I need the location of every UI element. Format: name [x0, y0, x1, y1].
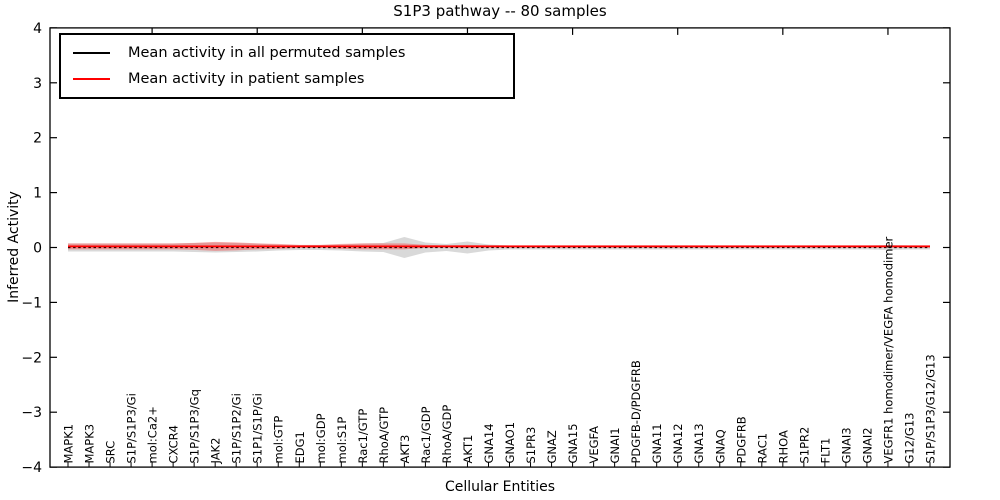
x-tick-label: GNAQ — [713, 429, 727, 463]
chart-title: S1P3 pathway -- 80 samples — [393, 2, 607, 20]
y-tick-label: −4 — [21, 460, 42, 476]
y-tick-label: 4 — [33, 21, 42, 37]
x-tick-label: PDGFB-D/PDGFRB — [629, 360, 643, 463]
legend: Mean activity in all permuted samples Me… — [59, 33, 515, 99]
x-tick-label: GNAI1 — [608, 427, 622, 463]
y-tick-label: 2 — [33, 131, 42, 147]
x-tick-label: PDGFRB — [734, 416, 748, 463]
x-tick-label: mol:GTP — [272, 416, 286, 464]
x-tick-label: G12/G13 — [902, 413, 916, 464]
x-tick-label: S1P/S1P3/Gi — [125, 393, 139, 463]
y-tick-label: −3 — [21, 405, 42, 421]
x-tick-label: Rac1/GTP — [356, 409, 370, 464]
x-tick-label: S1PR3 — [524, 427, 538, 464]
x-tick-label: MAPK3 — [83, 424, 97, 464]
x-tick-label: CXCR4 — [167, 425, 181, 463]
x-tick-label: mol:S1P — [335, 417, 349, 464]
x-tick-label: S1P/S1P3/G12/G13 — [924, 354, 938, 463]
legend-label-patient: Mean activity in patient samples — [128, 71, 365, 87]
x-tick-label: GNA12 — [671, 423, 685, 463]
x-tick-label: AKT1 — [461, 435, 475, 464]
x-tick-label: mol:GDP — [314, 413, 328, 463]
x-tick-label: GNAI2 — [860, 427, 874, 463]
x-tick-label: RAC1 — [755, 433, 769, 464]
x-axis-label: Cellular Entities — [444, 479, 556, 495]
x-tick-label: GNA11 — [650, 423, 664, 463]
x-tick-label: AKT3 — [398, 435, 412, 464]
y-tick-label: 1 — [33, 186, 42, 202]
x-tick-label: GNA13 — [692, 423, 706, 463]
legend-entry-permuted: Mean activity in all permuted samples — [73, 45, 513, 61]
x-tick-label: RhoA/GDP — [440, 405, 454, 464]
x-tick-label: FLT1 — [818, 438, 832, 464]
x-tick-label: JAK2 — [209, 438, 223, 465]
permuted-line-sample-icon — [73, 52, 110, 54]
x-tick-label: GNA15 — [566, 423, 580, 463]
x-tick-label: GNA14 — [482, 423, 496, 463]
x-tick-label: RHOA — [776, 430, 790, 463]
y-tick-label: −2 — [21, 350, 42, 366]
x-tick-label: mol:Ca2+ — [146, 406, 160, 463]
x-tick-label: EDG1 — [293, 431, 307, 463]
y-tick-label: 0 — [33, 241, 42, 257]
x-tick-label: VEGFR1 homodimer/VEGFA homodimer — [881, 236, 895, 463]
y-tick-label: 3 — [33, 76, 42, 92]
x-tick-label: RhoA/GTP — [377, 407, 391, 464]
y-tick-label: −1 — [21, 295, 42, 311]
x-tick-label: SRC — [104, 441, 118, 464]
x-tick-label: S1P1/S1P/Gi — [251, 393, 265, 463]
x-tick-label: S1PR2 — [797, 427, 811, 464]
x-tick-label: S1P/S1P3/Gq — [188, 389, 202, 463]
x-tick-label: GNAO1 — [503, 422, 517, 464]
patient-line-sample-icon — [73, 78, 110, 80]
x-tick-label: VEGFA — [587, 426, 601, 464]
x-tick-label: GNAI3 — [839, 427, 853, 463]
x-tick-label: Rac1/GDP — [419, 406, 433, 463]
x-tick-label: MAPK1 — [62, 424, 76, 464]
permuted-std-band — [68, 237, 930, 258]
legend-entry-patient: Mean activity in patient samples — [73, 71, 513, 87]
x-tick-label: GNAZ — [545, 430, 559, 463]
x-tick-label: S1P/S1P2/Gi — [230, 393, 244, 463]
legend-label-permuted: Mean activity in all permuted samples — [128, 45, 406, 61]
